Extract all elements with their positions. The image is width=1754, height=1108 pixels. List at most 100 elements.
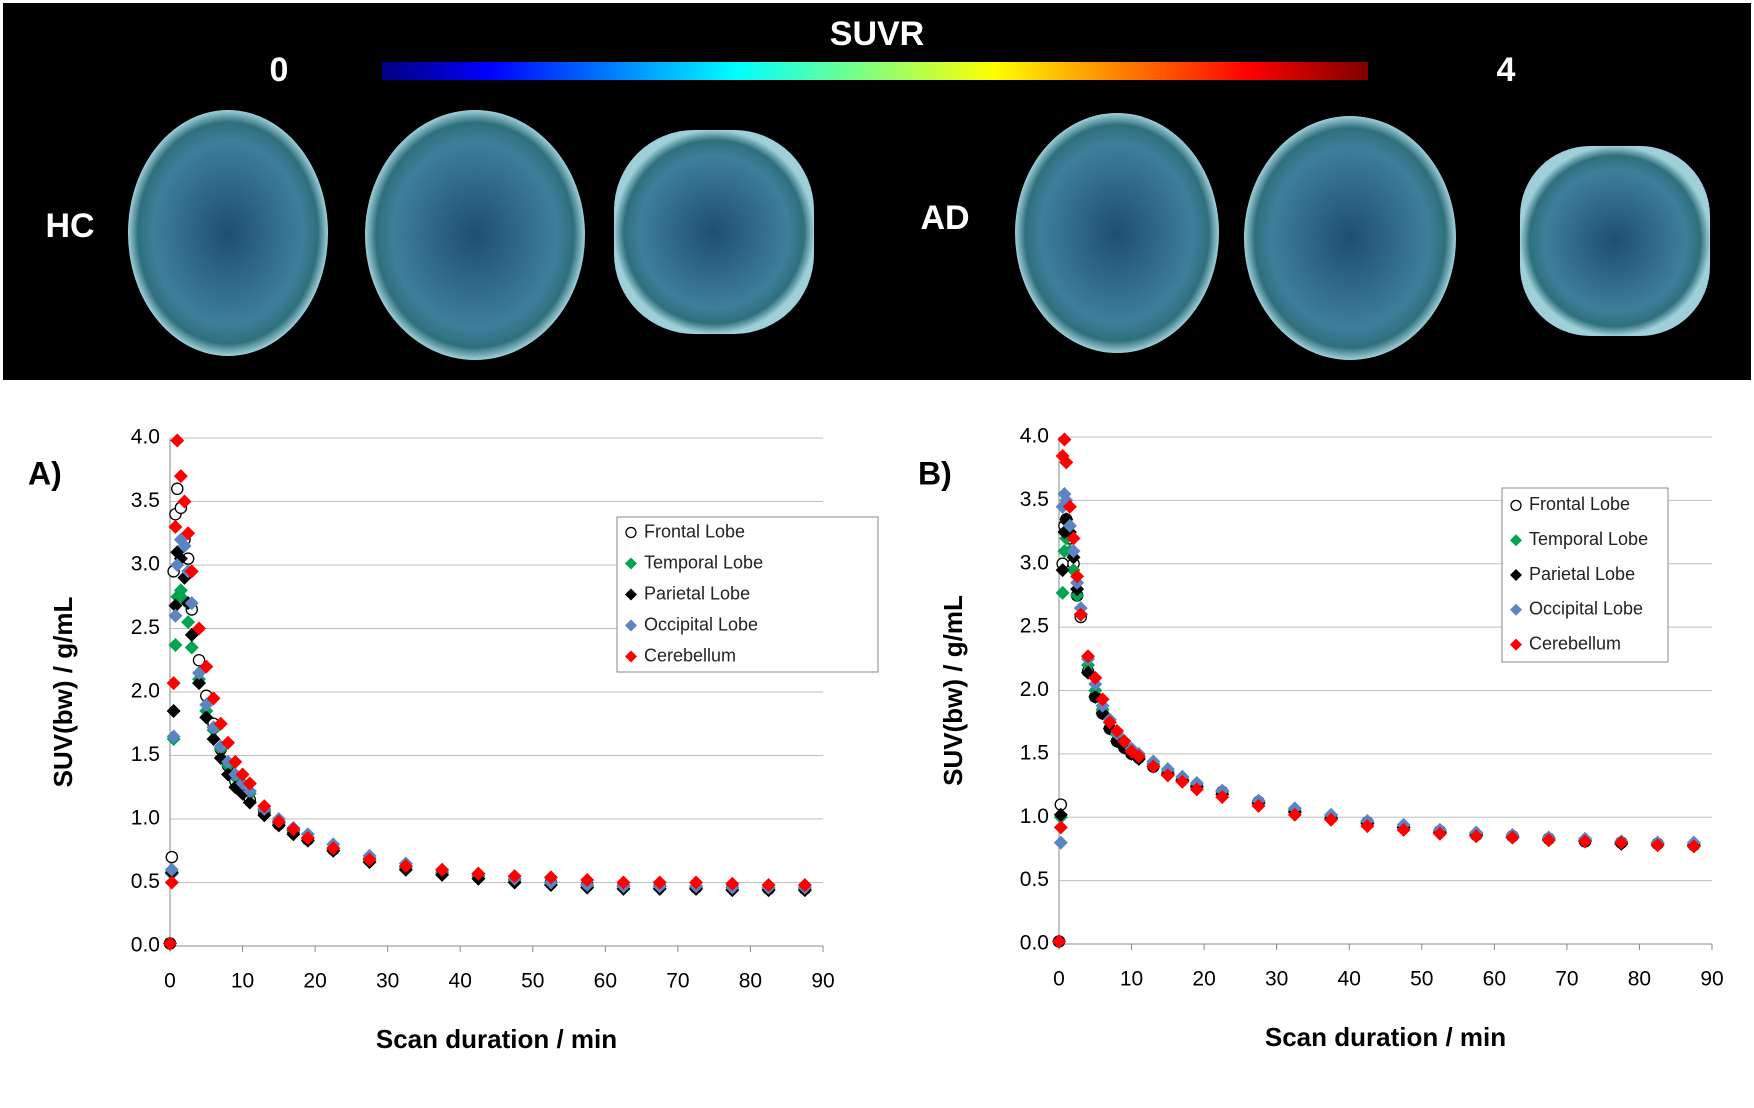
group-label: HC bbox=[45, 207, 94, 245]
data-point bbox=[362, 852, 377, 867]
legend-marker bbox=[625, 526, 637, 539]
y-tick-label: 2.0 bbox=[131, 680, 160, 703]
legend-label: Cerebellum bbox=[1529, 633, 1621, 653]
y-tick-label: 3.0 bbox=[1020, 551, 1049, 574]
data-point bbox=[242, 776, 257, 791]
legend-marker bbox=[1510, 603, 1522, 616]
data-point bbox=[206, 731, 221, 746]
data-point bbox=[163, 936, 177, 951]
data-point bbox=[166, 704, 181, 719]
x-tick-label: 30 bbox=[376, 970, 399, 993]
data-point bbox=[221, 754, 236, 769]
data-point bbox=[242, 784, 257, 799]
data-point bbox=[235, 776, 250, 791]
data-point bbox=[1324, 812, 1339, 827]
data-point bbox=[652, 875, 667, 890]
y-axis-label: SUV(bw) / g/mL bbox=[938, 595, 968, 786]
data-point bbox=[235, 767, 250, 782]
y-tick-label: 3.0 bbox=[131, 553, 160, 576]
data-point bbox=[184, 564, 199, 579]
y-tick-label: 3.5 bbox=[131, 489, 160, 512]
data-point bbox=[616, 875, 631, 890]
legend-label: Parietal Lobe bbox=[1529, 564, 1635, 584]
data-point bbox=[1469, 829, 1484, 844]
data-point bbox=[1505, 830, 1520, 845]
y-tick-label: 2.0 bbox=[1020, 678, 1049, 701]
data-point bbox=[168, 638, 183, 653]
data-point bbox=[1057, 432, 1072, 447]
x-axis-label: Scan duration / min bbox=[376, 1024, 617, 1054]
data-point bbox=[1053, 835, 1068, 850]
x-tick-label: 0 bbox=[1053, 968, 1065, 991]
x-tick-label: 10 bbox=[1120, 968, 1143, 991]
data-point bbox=[1650, 838, 1665, 853]
data-point bbox=[173, 469, 188, 484]
data-point bbox=[398, 858, 413, 873]
x-tick-label: 70 bbox=[1555, 968, 1578, 991]
data-point bbox=[1110, 724, 1125, 739]
data-point bbox=[689, 875, 704, 890]
data-point bbox=[1251, 798, 1266, 813]
data-point bbox=[199, 659, 214, 674]
data-point bbox=[761, 878, 776, 893]
legend bbox=[616, 516, 879, 673]
data-point bbox=[580, 872, 595, 887]
brain-slice bbox=[1015, 113, 1219, 353]
x-tick-label: 0 bbox=[164, 970, 176, 993]
data-point bbox=[181, 615, 196, 630]
legend-label: Frontal Lobe bbox=[644, 521, 745, 541]
data-point bbox=[1062, 499, 1077, 514]
data-point bbox=[1095, 692, 1110, 707]
data-point bbox=[242, 795, 257, 810]
data-point bbox=[1614, 835, 1629, 850]
data-point bbox=[221, 735, 236, 750]
data-point bbox=[184, 596, 199, 611]
data-point bbox=[171, 482, 184, 496]
data-point bbox=[1117, 734, 1132, 749]
y-tick-label: 1.0 bbox=[131, 807, 160, 830]
colorbar-min: 0 bbox=[270, 51, 289, 89]
data-point bbox=[181, 526, 196, 541]
data-point bbox=[1541, 833, 1556, 848]
data-point bbox=[507, 869, 522, 884]
y-tick-label: 0.5 bbox=[131, 870, 160, 893]
legend-marker bbox=[625, 650, 637, 663]
data-point bbox=[1160, 768, 1175, 783]
data-point bbox=[168, 598, 183, 613]
x-tick-label: 50 bbox=[1410, 968, 1433, 991]
data-point bbox=[1175, 774, 1190, 789]
group-label: AD bbox=[920, 199, 969, 237]
brain-images bbox=[128, 110, 1710, 360]
data-point bbox=[1189, 782, 1204, 797]
colorbar bbox=[382, 62, 1368, 80]
legend-marker bbox=[625, 588, 637, 601]
data-point bbox=[206, 691, 221, 706]
data-point bbox=[1059, 455, 1074, 470]
y-tick-label: 2.5 bbox=[1020, 615, 1049, 638]
brain-slice bbox=[614, 130, 814, 334]
data-point bbox=[1088, 670, 1103, 685]
data-point bbox=[177, 494, 192, 509]
data-point bbox=[199, 710, 214, 725]
y-tick-label: 3.5 bbox=[1020, 488, 1049, 511]
data-point bbox=[1146, 759, 1161, 774]
data-point bbox=[1287, 807, 1302, 822]
data-point bbox=[1062, 518, 1077, 533]
data-point bbox=[543, 870, 558, 885]
legend-label: Occipital Lobe bbox=[644, 614, 758, 634]
brain-slice bbox=[128, 110, 328, 356]
colorbar-max: 4 bbox=[1497, 51, 1516, 89]
x-tick-label: 90 bbox=[1700, 968, 1723, 991]
legend-label: Temporal Lobe bbox=[644, 552, 763, 572]
x-tick-label: 60 bbox=[594, 970, 617, 993]
data-point bbox=[166, 676, 181, 691]
x-tick-label: 10 bbox=[231, 970, 254, 993]
x-tick-label: 50 bbox=[521, 970, 544, 993]
data-point bbox=[1055, 585, 1070, 600]
data-point bbox=[170, 433, 185, 448]
legend-marker bbox=[1510, 638, 1522, 651]
data-point bbox=[1066, 544, 1081, 559]
legend-marker bbox=[625, 557, 637, 570]
data-point bbox=[471, 866, 486, 881]
data-point bbox=[271, 814, 286, 829]
